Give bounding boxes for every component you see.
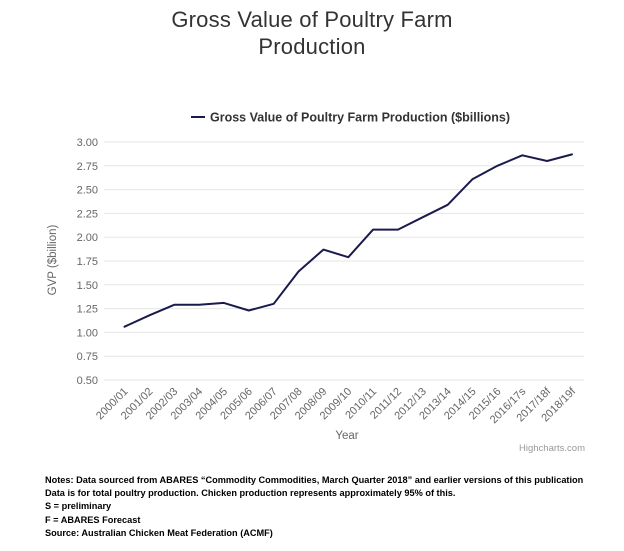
legend[interactable]: Gross Value of Poultry Farm Production (… — [191, 111, 510, 125]
y-tick-label: 3.00 — [77, 137, 98, 149]
y-tick-label: 0.75 — [77, 351, 98, 363]
note-line: S = preliminary — [45, 501, 112, 512]
y-axis-label: GVP ($billion) — [47, 224, 59, 295]
series-line — [123, 153, 573, 328]
chart-title-line1: Gross Value of Poultry Farm — [171, 7, 453, 32]
x-axis-ticks: 2000/012001/022002/032003/042004/052005/… — [94, 385, 579, 426]
chart-title-line2: Production — [258, 34, 366, 59]
note-line: Source: Australian Chicken Meat Federati… — [45, 527, 273, 538]
credits-link[interactable]: Highcharts.com — [519, 443, 585, 454]
note-line: Notes: Data sourced from ABARES “Commodi… — [45, 475, 584, 485]
y-tick-label: 1.25 — [77, 304, 98, 316]
x-axis-label: Year — [335, 430, 358, 442]
y-tick-label: 2.50 — [77, 185, 98, 197]
y-tick-label: 2.75 — [77, 161, 98, 173]
y-tick-label: 1.00 — [77, 327, 98, 339]
line-chart: 0.50 0.75 1.00 1.25 1.50 1.75 2.00 2.25 2.50 2.75… — [47, 111, 585, 455]
chart-title: Gross Value of Poultry Farm Production — [0, 6, 624, 60]
y-tick-label: 2.00 — [77, 232, 98, 244]
y-tick-label: 1.50 — [77, 280, 98, 292]
y-axis-ticks: 0.50 0.75 1.00 1.25 1.50 1.75 2.00 2.25 2.50 2.75… — [77, 137, 98, 387]
legend-label[interactable]: Gross Value of Poultry Farm Production (… — [210, 111, 510, 125]
note-line: Data is for total poultry production. Ch… — [45, 488, 456, 499]
y-tick-label: 0.50 — [77, 375, 98, 387]
note-line: F = ABARES Forecast — [45, 514, 141, 525]
y-tick-label: 1.75 — [77, 256, 98, 268]
gridlines — [104, 141, 584, 381]
notes-block: Notes: Data sourced from ABARES “Commodi… — [45, 474, 620, 540]
y-tick-label: 2.25 — [77, 208, 98, 220]
